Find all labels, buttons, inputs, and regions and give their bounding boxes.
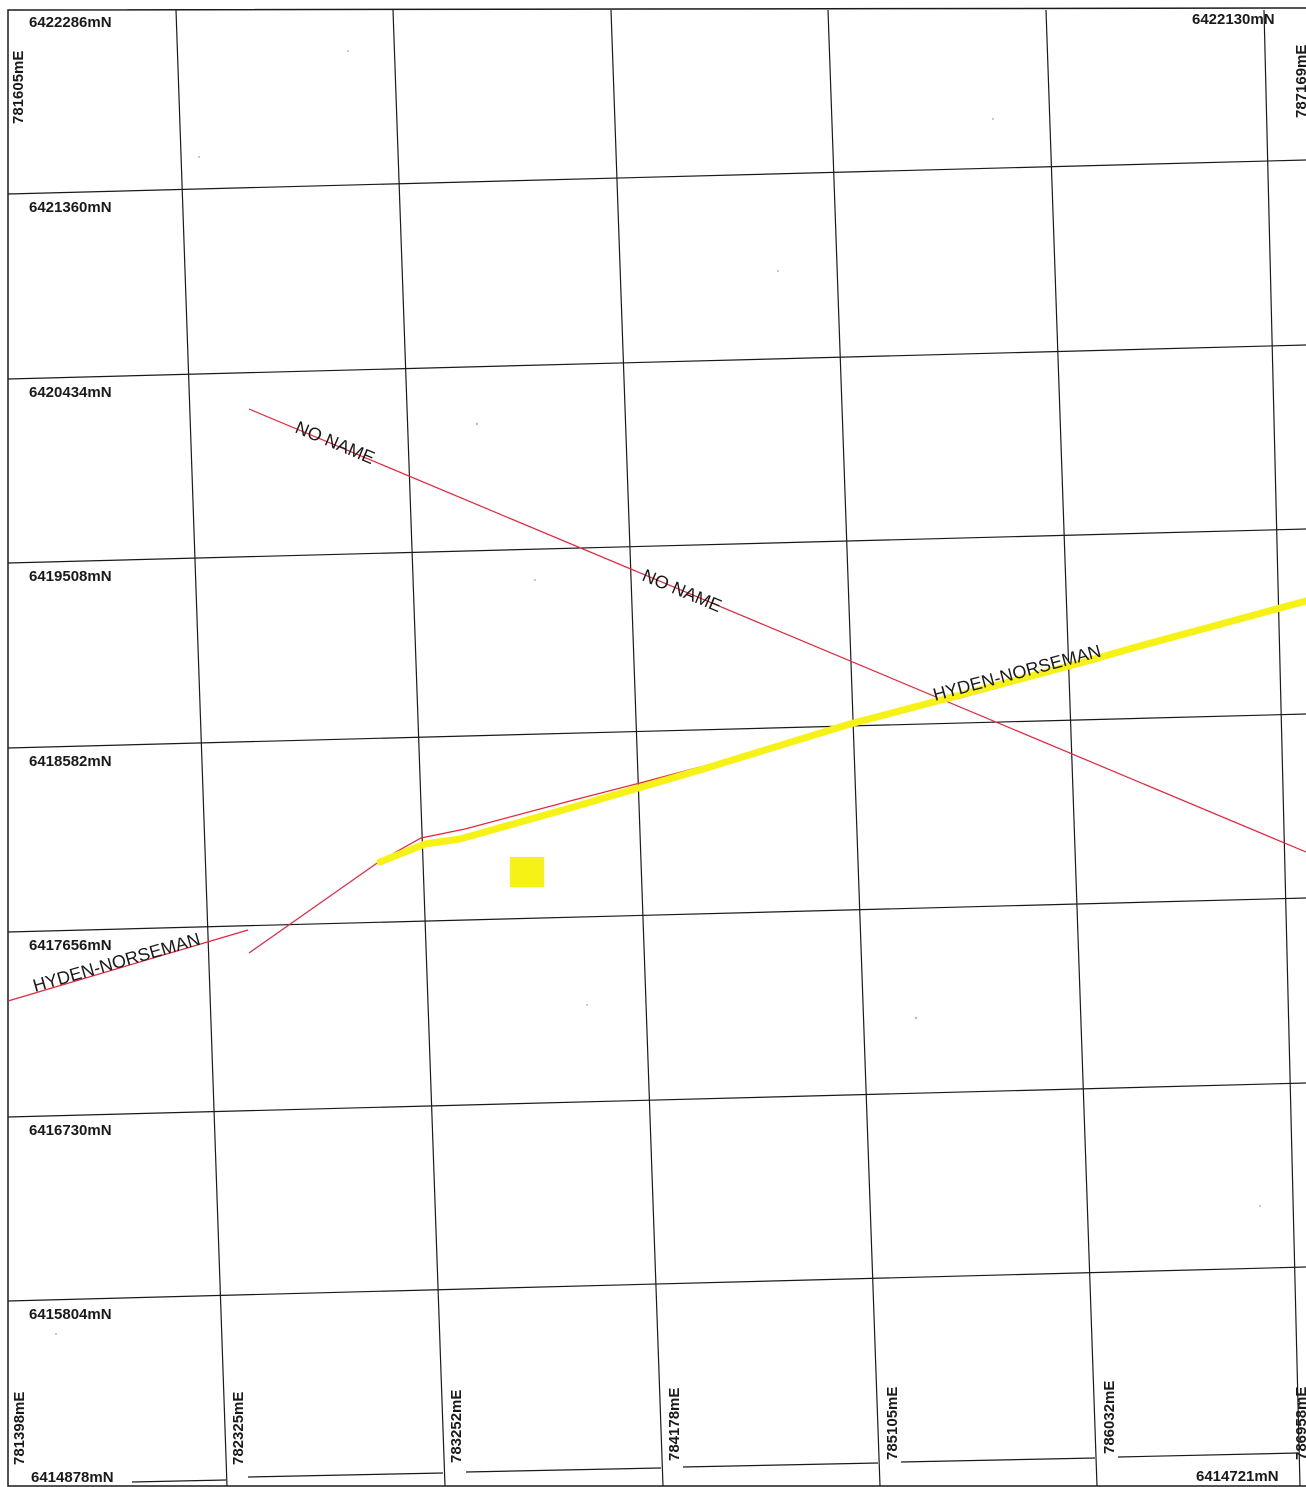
northing-grid-lines [8, 160, 1306, 1482]
speck [915, 1017, 917, 1019]
easting-line [611, 10, 663, 1486]
easting-line [1046, 10, 1097, 1486]
no-name-road [249, 409, 1306, 852]
map-frame [8, 8, 1306, 1486]
speck [586, 1004, 588, 1006]
easting-label: 785105mE [884, 1387, 901, 1460]
northing-line [8, 529, 1306, 563]
easting-label: 783252mE [448, 1390, 465, 1463]
no-name-label: NO NAME [639, 565, 724, 616]
tenement-marker [510, 857, 544, 887]
easting-label: 786958mE [1293, 1387, 1306, 1460]
hyden-norseman-highlight [380, 601, 1306, 862]
bottom-tick [1118, 1453, 1298, 1457]
northing-line [8, 714, 1306, 748]
northing-label-top-right: 6422130mN [1192, 11, 1275, 28]
easting-label: 786032mE [1101, 1381, 1118, 1454]
northing-label: 6421360mN [29, 199, 112, 216]
hyden-norseman-label: HYDEN-NORSEMAN [931, 641, 1103, 705]
easting-grid-lines [176, 10, 1300, 1486]
easting-line [828, 10, 880, 1486]
northing-label: 6416730mN [29, 1122, 112, 1139]
northing-line [8, 1267, 1306, 1301]
speck [992, 118, 994, 120]
northing-label: 6419508mN [29, 568, 112, 585]
northing-line [8, 345, 1306, 379]
speck [1259, 1205, 1261, 1207]
speck [347, 50, 349, 52]
bottom-tick [248, 1473, 443, 1477]
easting-label-top-left: 781605mE [10, 51, 27, 124]
northing-label-bottom-right: 6414721mN [1196, 1468, 1279, 1485]
northing-label-top-left: 6422286mN [29, 14, 112, 31]
northing-label: 6415804mN [29, 1306, 112, 1323]
northing-line [8, 160, 1306, 194]
bottom-tick [683, 1463, 878, 1467]
easting-line [1264, 10, 1300, 1486]
speck [476, 423, 478, 425]
northing-label: 6418582mN [29, 753, 112, 770]
northing-line [8, 1083, 1306, 1117]
northing-line [8, 898, 1306, 932]
speck [198, 156, 200, 158]
easting-label: 781398mE [11, 1392, 28, 1465]
speck [55, 1333, 57, 1335]
speck [534, 579, 536, 581]
bottom-tick [901, 1458, 1095, 1462]
bottom-tick [466, 1468, 661, 1472]
easting-line [393, 10, 445, 1486]
easting-label-top-right: 787169mE [1293, 45, 1306, 118]
hyden-norseman-road-centerline [249, 600, 1306, 953]
bottom-tick [132, 1480, 226, 1482]
easting-label: 782325mE [230, 1392, 247, 1465]
no-name-label: NO NAME [292, 417, 377, 468]
northing-label: 6417656mN [29, 937, 112, 954]
northing-label: 6420434mN [29, 384, 112, 401]
speck [777, 270, 779, 272]
map-border [8, 8, 1306, 1486]
northing-label-bottom-left: 6414878mN [31, 1469, 114, 1486]
easting-line [176, 10, 227, 1486]
easting-label: 784178mE [666, 1388, 683, 1461]
scan-specks [55, 50, 1261, 1335]
